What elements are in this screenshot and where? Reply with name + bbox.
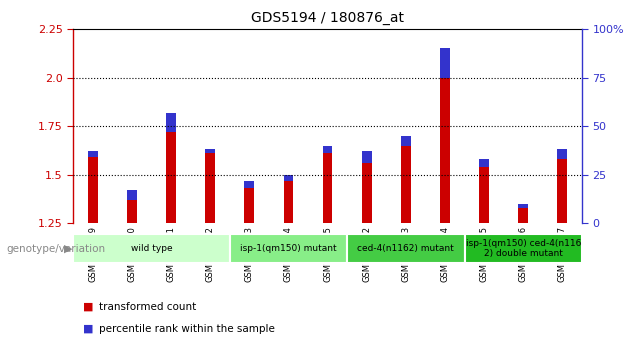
FancyBboxPatch shape	[230, 234, 347, 264]
Text: transformed count: transformed count	[99, 302, 196, 312]
Bar	[244, 180, 254, 223]
Bar	[88, 151, 97, 157]
Title: GDS5194 / 180876_at: GDS5194 / 180876_at	[251, 11, 404, 25]
Bar	[518, 204, 528, 223]
Bar	[558, 150, 567, 159]
Text: percentile rank within the sample: percentile rank within the sample	[99, 323, 275, 334]
Text: wild type: wild type	[130, 244, 172, 253]
Bar	[205, 150, 215, 223]
Bar	[205, 150, 215, 153]
Bar	[88, 151, 97, 223]
Text: genotype/variation: genotype/variation	[6, 244, 106, 254]
Bar	[322, 146, 333, 223]
Bar	[284, 175, 293, 180]
Bar	[362, 151, 371, 163]
Text: ced-4(n1162) mutant: ced-4(n1162) mutant	[357, 244, 454, 253]
Bar	[558, 150, 567, 223]
Bar	[440, 48, 450, 78]
Bar	[362, 151, 371, 223]
Bar	[244, 180, 254, 188]
Bar	[284, 175, 293, 223]
Bar	[479, 159, 489, 167]
Bar	[401, 136, 411, 223]
Text: isp-1(qm150) mutant: isp-1(qm150) mutant	[240, 244, 336, 253]
FancyBboxPatch shape	[73, 234, 230, 264]
Bar	[440, 49, 450, 223]
FancyBboxPatch shape	[464, 234, 582, 264]
Bar	[479, 159, 489, 223]
Bar	[166, 113, 176, 132]
Bar	[322, 146, 333, 153]
Text: ■: ■	[83, 323, 93, 334]
Text: ■: ■	[83, 302, 93, 312]
FancyBboxPatch shape	[347, 234, 464, 264]
Bar	[166, 113, 176, 223]
Bar	[518, 204, 528, 208]
Bar	[127, 190, 137, 223]
Text: isp-1(qm150) ced-4(n116
2) double mutant: isp-1(qm150) ced-4(n116 2) double mutant	[466, 239, 581, 258]
Text: ▶: ▶	[64, 244, 73, 254]
Bar	[127, 190, 137, 200]
Bar	[401, 136, 411, 146]
